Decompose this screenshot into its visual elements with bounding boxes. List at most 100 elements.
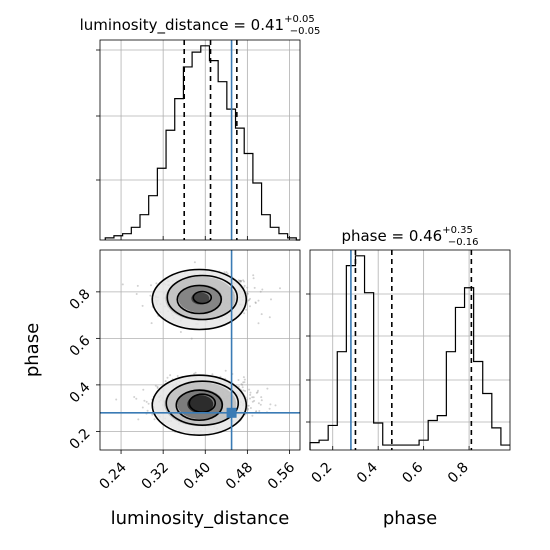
scatter-point bbox=[258, 410, 261, 412]
scatter-point bbox=[248, 388, 251, 391]
scatter-point bbox=[246, 292, 249, 295]
phase-xlabel: phase bbox=[383, 508, 437, 529]
scatter-point bbox=[249, 305, 251, 308]
phase-title-lower: −0.16 bbox=[448, 237, 479, 248]
scatter-point bbox=[261, 288, 264, 291]
scatter-point bbox=[238, 279, 241, 282]
phase-ylabel: phase bbox=[22, 323, 43, 377]
contour-line bbox=[192, 290, 213, 305]
joint-panel: 0.24 0.32 0.40 0.48 0.56 0.2 0.4 0.6 0.8 lumino… bbox=[22, 249, 301, 529]
scatter-point bbox=[243, 378, 246, 381]
luminosity-distance-title-upper: +0.05 bbox=[284, 14, 315, 25]
scatter-point bbox=[242, 376, 245, 379]
scatter-point bbox=[136, 284, 139, 287]
scatter-point bbox=[254, 301, 257, 304]
scatter-point bbox=[211, 373, 214, 376]
scatter-point bbox=[252, 396, 255, 399]
joint-contours bbox=[151, 268, 248, 436]
scatter-point bbox=[143, 399, 146, 402]
scatter-point bbox=[255, 410, 258, 413]
scatter-point bbox=[248, 299, 251, 301]
scatter-point bbox=[260, 313, 263, 316]
scatter-point bbox=[254, 302, 257, 304]
scatter-point bbox=[146, 409, 149, 412]
scatter-point bbox=[249, 407, 252, 409]
scatter-point bbox=[246, 408, 249, 411]
phase-y-tick-label: 0.2 bbox=[67, 426, 94, 453]
scatter-point bbox=[249, 391, 252, 394]
scatter-point bbox=[240, 383, 243, 386]
scatter-point bbox=[156, 387, 159, 389]
scatter-point bbox=[193, 261, 196, 264]
scatter-point bbox=[257, 389, 259, 392]
scatter-point bbox=[154, 384, 157, 387]
luminosity-distance-title-main: luminosity_distance = 0.41 bbox=[80, 16, 284, 35]
luminosity-distance-title-lower: −0.05 bbox=[290, 26, 321, 37]
scatter-point bbox=[243, 280, 245, 283]
scatter-point bbox=[259, 290, 262, 293]
joint-frame bbox=[99, 249, 301, 451]
scatter-point bbox=[268, 407, 271, 410]
scatter-point bbox=[270, 298, 272, 301]
scatter-point bbox=[246, 286, 249, 289]
scatter-point bbox=[246, 299, 249, 302]
scatter-point bbox=[274, 404, 277, 407]
joint-x-ticks: 0.24 0.32 0.40 0.48 0.56 bbox=[97, 450, 298, 493]
phase-x-tick-label: 0.8 bbox=[445, 460, 472, 487]
scatter-point bbox=[243, 284, 246, 287]
scatter-point bbox=[150, 322, 153, 325]
phase-marginal-grid bbox=[310, 250, 510, 450]
scatter-point bbox=[268, 316, 271, 319]
scatter-point bbox=[243, 381, 246, 384]
scatter-point bbox=[251, 396, 254, 399]
scatter-point bbox=[145, 400, 148, 403]
scatter-point bbox=[259, 403, 262, 406]
scatter-point bbox=[176, 375, 179, 377]
contour-line bbox=[175, 389, 224, 421]
phase-marginal-panel: 0.2 0.4 0.6 0.8 phase = 0.46+0.35 −0.16 phas… bbox=[306, 225, 511, 529]
scatter-point bbox=[251, 414, 254, 417]
scatter-point bbox=[142, 388, 145, 391]
scatter-point bbox=[190, 337, 193, 340]
scatter-point bbox=[149, 294, 152, 297]
scatter-point bbox=[237, 379, 240, 381]
scatter-point bbox=[151, 413, 154, 416]
scatter-point bbox=[245, 308, 248, 311]
scatter-point bbox=[260, 396, 263, 399]
scatter-point bbox=[247, 407, 249, 410]
scatter-point bbox=[133, 396, 136, 398]
phase-title-upper: +0.35 bbox=[442, 225, 473, 236]
contour-line bbox=[165, 380, 240, 426]
scatter-point bbox=[256, 391, 259, 394]
scatter-point bbox=[147, 402, 150, 405]
scatter-point bbox=[241, 386, 244, 389]
scatter-point bbox=[249, 297, 251, 300]
phase-y-tick-label: 0.8 bbox=[67, 286, 94, 313]
luminosity-distance-marginal-frame bbox=[99, 39, 301, 241]
scatter-point bbox=[242, 389, 245, 392]
phase-histogram bbox=[309, 255, 510, 450]
contour-line bbox=[151, 374, 248, 436]
scatter-point bbox=[244, 390, 246, 392]
scatter-point bbox=[246, 292, 249, 295]
luminosity-distance-x-tick-label: 0.40 bbox=[181, 460, 214, 493]
scatter-point bbox=[239, 280, 242, 283]
luminosity-distance-marginal-grid bbox=[100, 40, 300, 240]
scatter-point bbox=[155, 282, 158, 285]
luminosity-distance-x-tick-label: 0.56 bbox=[265, 459, 298, 492]
scatter-point bbox=[135, 293, 138, 295]
scatter-point bbox=[266, 387, 269, 390]
scatter-point bbox=[141, 406, 144, 409]
luminosity-distance-histogram bbox=[104, 45, 300, 241]
scatter-point bbox=[253, 286, 256, 289]
scatter-point bbox=[179, 331, 182, 333]
scatter-point bbox=[239, 279, 242, 282]
scatter-point bbox=[169, 374, 172, 377]
scatter-point bbox=[251, 400, 254, 403]
scatter-point bbox=[249, 397, 251, 400]
scatter-point bbox=[257, 402, 260, 405]
scatter-point bbox=[260, 399, 263, 402]
luminosity-distance-quantile-lines bbox=[183, 40, 238, 240]
scatter-point bbox=[242, 381, 245, 384]
